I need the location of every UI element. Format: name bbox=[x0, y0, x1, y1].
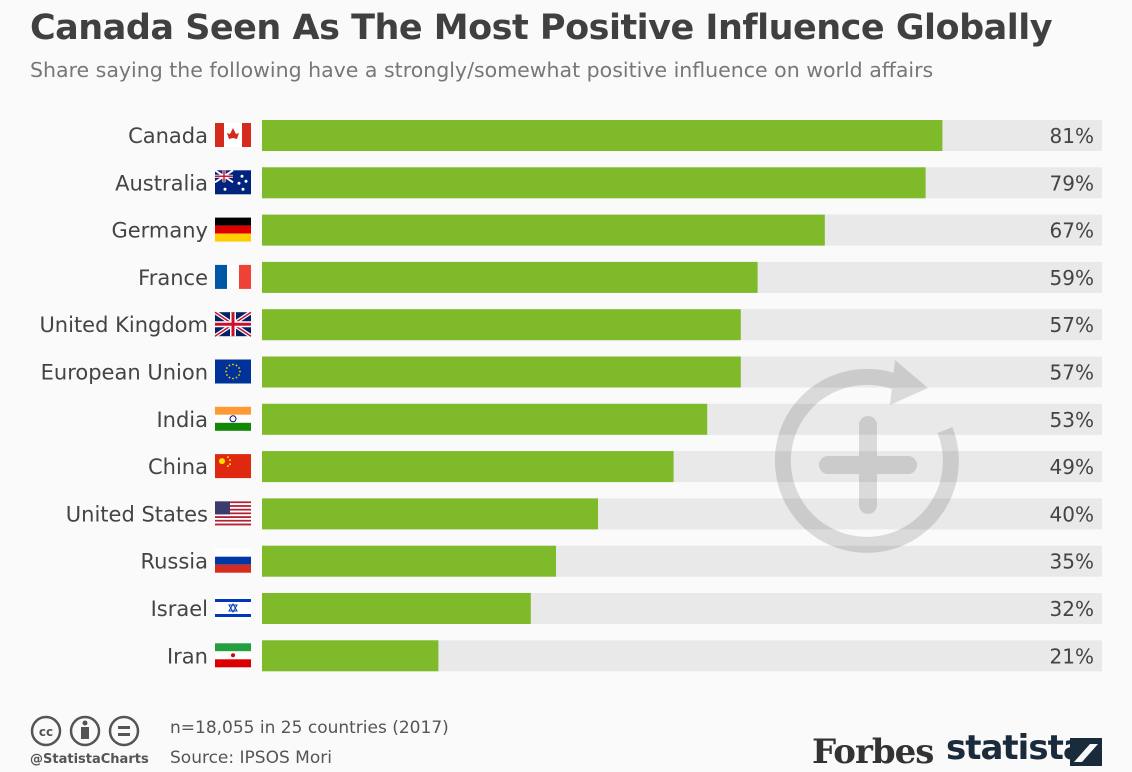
bar-united-kingdom bbox=[262, 309, 741, 341]
statista-handle: @StatistaCharts bbox=[30, 752, 149, 767]
value-label: 79% bbox=[1050, 171, 1094, 195]
flag-icon bbox=[214, 169, 251, 195]
category-label: Germany bbox=[111, 219, 208, 243]
bar-china bbox=[262, 451, 674, 483]
forbes-logo: Forbes bbox=[812, 732, 934, 772]
category-label: Iran bbox=[167, 644, 208, 668]
flag-icon bbox=[215, 123, 251, 147]
bar-russia bbox=[262, 545, 556, 577]
category-label: China bbox=[148, 455, 208, 479]
source-note: Source: IPSOS Mori bbox=[170, 748, 332, 768]
chart-subtitle: Share saying the following have a strong… bbox=[30, 58, 934, 82]
value-label: 57% bbox=[1050, 313, 1094, 337]
bar-israel bbox=[262, 593, 531, 624]
bar-european-union bbox=[262, 356, 741, 388]
bar-france bbox=[262, 261, 758, 293]
bar-canada bbox=[262, 120, 943, 151]
category-label: India bbox=[156, 408, 208, 432]
flag-icon bbox=[215, 264, 251, 289]
sample-note: n=18,055 in 25 countries (2017) bbox=[170, 718, 449, 738]
value-label: 32% bbox=[1050, 597, 1094, 621]
statista-logo: statista bbox=[946, 728, 1086, 768]
category-label: Russia bbox=[140, 550, 208, 574]
watermark-icon bbox=[774, 360, 959, 553]
value-label: 53% bbox=[1050, 408, 1094, 432]
bar-germany bbox=[262, 214, 825, 246]
bar-australia bbox=[262, 167, 926, 199]
flag-icon bbox=[215, 454, 251, 479]
flag-icon bbox=[215, 596, 251, 620]
flag-icon bbox=[215, 501, 251, 526]
value-label: 49% bbox=[1050, 455, 1094, 479]
flag-icon bbox=[215, 217, 251, 242]
bar-iran bbox=[262, 640, 439, 672]
value-label: 81% bbox=[1050, 124, 1094, 148]
flag-icon bbox=[215, 548, 251, 573]
bar-united-states bbox=[262, 498, 598, 530]
value-label: 67% bbox=[1050, 219, 1094, 243]
svg-text:cc: cc bbox=[39, 725, 53, 739]
bar-india bbox=[262, 403, 708, 435]
flag-icon bbox=[215, 406, 251, 431]
value-label: 59% bbox=[1050, 266, 1094, 290]
creative-commons-icons: cc bbox=[30, 715, 140, 747]
category-label: United States bbox=[66, 502, 208, 526]
category-label: Israel bbox=[151, 597, 208, 621]
value-label: 21% bbox=[1050, 644, 1094, 668]
flag-icon bbox=[213, 310, 253, 338]
value-label: 40% bbox=[1050, 502, 1094, 526]
category-label: European Union bbox=[41, 361, 208, 385]
category-label: Canada bbox=[128, 124, 208, 148]
value-label: 35% bbox=[1050, 550, 1094, 574]
chart-title: Canada Seen As The Most Positive Influen… bbox=[30, 8, 1053, 48]
flag-icon bbox=[215, 643, 251, 668]
flag-icon bbox=[215, 359, 251, 384]
category-label: United Kingdom bbox=[39, 313, 208, 337]
bar-chart: Canada 81% Australia 79% Germany 67% France 59%… bbox=[39, 120, 1102, 672]
statista-logo-icon bbox=[1070, 738, 1102, 766]
category-label: Australia bbox=[115, 171, 208, 195]
category-label: France bbox=[138, 266, 208, 290]
value-label: 57% bbox=[1050, 361, 1094, 385]
